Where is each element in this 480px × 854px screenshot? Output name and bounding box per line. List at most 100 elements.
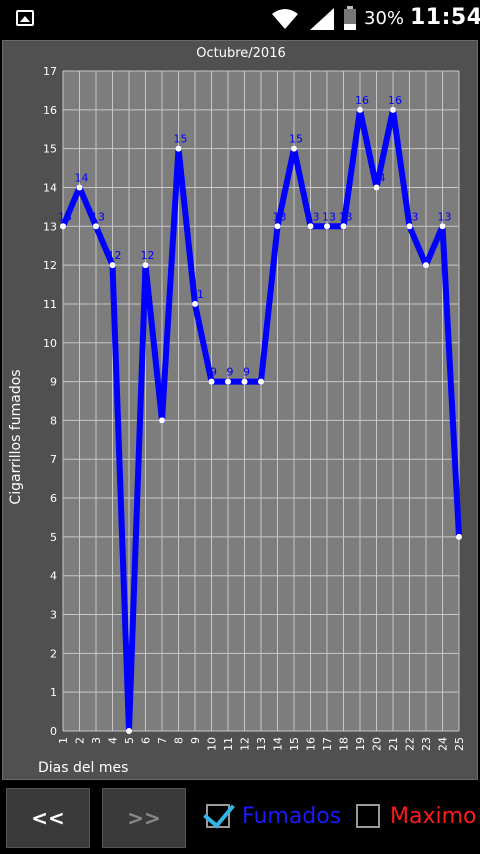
data-point	[373, 184, 380, 191]
maximo-label[interactable]: Maximo	[390, 804, 477, 829]
data-label: 13	[322, 210, 336, 223]
x-tick-label: 16	[305, 737, 318, 751]
data-point	[439, 223, 446, 230]
x-tick-label: 3	[90, 737, 103, 744]
next-month-button[interactable]: >>	[102, 788, 186, 848]
x-tick-label: 10	[206, 737, 219, 751]
signal-icon	[310, 8, 334, 30]
data-point	[423, 262, 429, 269]
data-label: 14	[372, 171, 386, 184]
gallery-icon	[16, 10, 34, 26]
y-tick-label: 1	[50, 686, 57, 699]
data-point	[192, 300, 198, 307]
data-point	[76, 184, 83, 191]
data-label: 11	[190, 288, 204, 301]
data-label: 9	[227, 366, 234, 379]
bottom-controls: << >> Fumados Maximo	[0, 780, 480, 854]
x-tick-label: 24	[437, 737, 450, 751]
x-tick-label: 4	[107, 737, 120, 744]
data-point	[406, 223, 413, 230]
y-tick-label: 12	[43, 259, 57, 272]
data-point	[258, 378, 264, 385]
data-label: 12	[141, 249, 155, 262]
data-point	[390, 106, 396, 113]
y-axis-label: Cigarrillos fumados	[8, 369, 24, 504]
x-tick-label: 1	[57, 737, 70, 744]
data-label: 15	[174, 133, 188, 146]
fumados-label[interactable]: Fumados	[242, 804, 342, 829]
x-tick-label: 22	[404, 737, 417, 751]
data-label: 13	[91, 210, 105, 223]
x-tick-label: 18	[338, 737, 351, 751]
clock: 11:54	[410, 5, 480, 30]
data-point	[241, 378, 248, 385]
data-point	[324, 223, 330, 230]
x-tick-label: 25	[453, 737, 466, 751]
data-label: 15	[289, 133, 303, 146]
checkmark-icon	[203, 795, 235, 829]
data-label: 14	[75, 171, 89, 184]
y-tick-label: 3	[50, 609, 57, 622]
x-tick-label: 5	[123, 737, 136, 744]
x-axis-label: Dias del mes	[38, 760, 128, 776]
x-tick-label: 7	[156, 737, 169, 744]
data-label: 13	[405, 210, 419, 223]
y-tick-label: 17	[43, 65, 57, 78]
y-tick-label: 0	[50, 725, 57, 738]
y-tick-label: 8	[50, 414, 57, 427]
data-point	[60, 223, 66, 230]
data-label: 16	[355, 94, 369, 107]
chart-panel: Octubre/2016 Cigarrillos fumados Dias de…	[2, 40, 478, 780]
y-tick-label: 7	[50, 453, 57, 466]
y-tick-label: 16	[43, 104, 57, 117]
battery-icon	[344, 6, 356, 30]
y-tick-label: 6	[50, 492, 57, 505]
y-tick-label: 11	[43, 298, 57, 311]
maximo-checkbox[interactable]	[356, 804, 380, 828]
y-tick-label: 5	[50, 531, 57, 544]
y-tick-label: 9	[50, 376, 57, 389]
x-tick-label: 9	[189, 737, 202, 744]
data-point	[307, 223, 314, 230]
y-tick-label: 15	[43, 143, 57, 156]
data-point	[142, 262, 149, 269]
x-tick-label: 2	[74, 737, 87, 744]
x-tick-label: 15	[288, 737, 301, 751]
x-tick-label: 14	[272, 737, 285, 751]
fumados-checkbox[interactable]	[203, 795, 235, 829]
x-tick-label: 11	[222, 737, 235, 751]
y-tick-label: 2	[50, 647, 57, 660]
y-tick-label: 4	[50, 570, 57, 583]
data-label: 13	[306, 210, 320, 223]
data-point	[456, 533, 462, 540]
data-label: 13	[438, 210, 452, 223]
x-tick-label: 12	[239, 737, 252, 751]
data-label: 9	[243, 366, 250, 379]
x-tick-label: 6	[140, 737, 153, 744]
x-tick-label: 23	[420, 737, 433, 751]
x-tick-label: 20	[371, 737, 384, 751]
data-point	[208, 378, 215, 385]
data-label: 13	[339, 210, 353, 223]
x-tick-label: 8	[173, 737, 186, 744]
data-point	[175, 145, 182, 152]
x-tick-label: 17	[321, 737, 334, 751]
battery-percent: 30%	[364, 8, 405, 29]
data-label: 16	[388, 94, 402, 107]
data-point	[109, 262, 116, 269]
data-label: 9	[210, 366, 217, 379]
line-chart: Octubre/2016 Cigarrillos fumados Dias de…	[8, 46, 466, 776]
previous-month-button[interactable]: <<	[6, 788, 90, 848]
data-label: 13	[273, 210, 287, 223]
status-bar: 30% 11:54	[0, 0, 480, 38]
y-tick-label: 13	[43, 220, 57, 233]
chart-title: Octubre/2016	[196, 46, 286, 61]
x-tick-label: 21	[387, 737, 400, 751]
data-point	[225, 378, 231, 385]
data-point	[159, 417, 165, 424]
data-point	[357, 106, 363, 113]
data-label: 13	[58, 210, 72, 223]
data-point	[340, 223, 347, 230]
y-tick-label: 10	[43, 337, 57, 350]
x-tick-label: 19	[354, 737, 367, 751]
